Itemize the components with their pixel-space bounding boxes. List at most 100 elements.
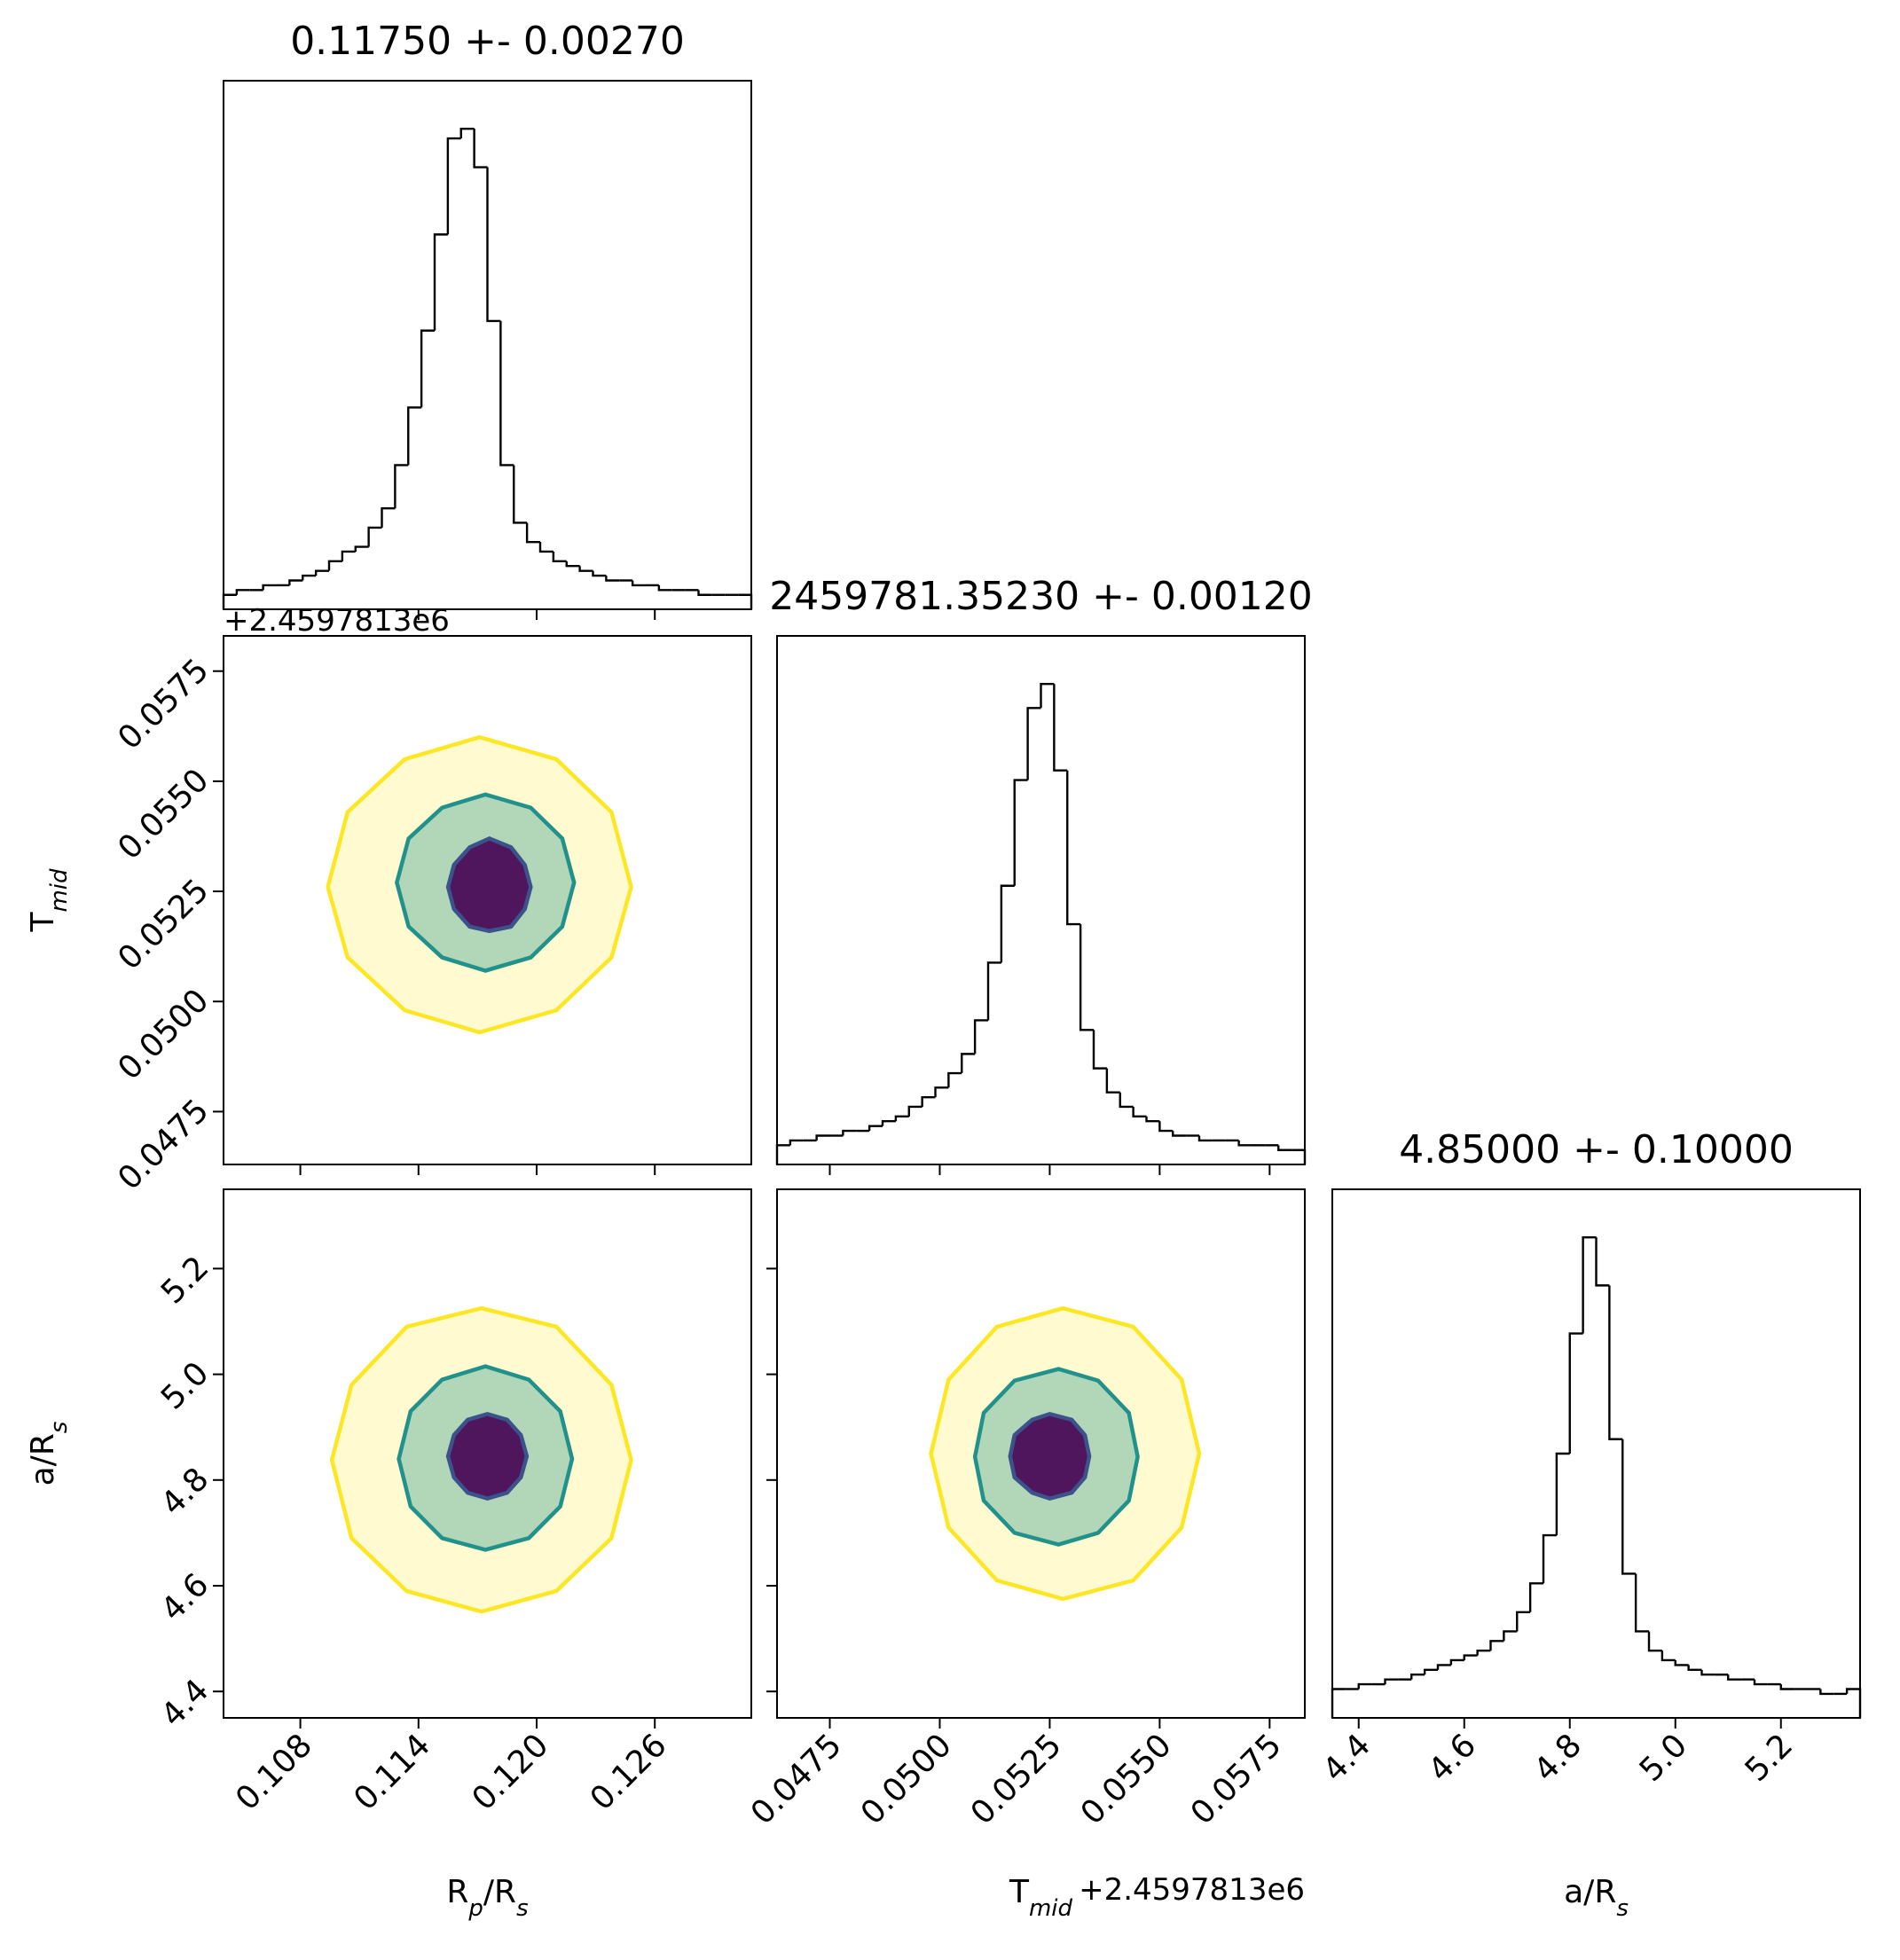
histogram-step (552, 551, 567, 563)
histogram-step (327, 560, 342, 571)
x-axis-label: Rp/Rs (446, 1874, 528, 1922)
panel (1331, 1235, 1862, 1718)
x-tick-label: 0.0550 (1074, 1727, 1179, 1831)
histogram-step (578, 566, 593, 572)
y-tick-label: 5.0 (154, 1355, 216, 1416)
histogram-step (1568, 1332, 1583, 1454)
x-axis-label-part: s (1616, 1895, 1629, 1922)
histogram-step (1277, 1145, 1292, 1151)
histogram-step (420, 329, 435, 408)
histogram-step (1489, 1640, 1504, 1651)
panel-title: 0.11750 +- 0.00270 (290, 19, 685, 64)
histogram-step (1819, 1689, 1834, 1696)
histogram-step (1516, 1611, 1531, 1632)
histogram-step (1026, 707, 1041, 780)
histogram-step (1621, 1439, 1637, 1575)
histogram-step (973, 1019, 988, 1054)
histogram-step (1145, 1116, 1160, 1123)
axes-frame (223, 635, 752, 1165)
histogram-step (1647, 1631, 1662, 1652)
histogram-step (1237, 1140, 1252, 1147)
histogram-step (341, 550, 356, 561)
x-tick-label: 0.120 (466, 1727, 556, 1817)
histogram-step (1040, 682, 1055, 709)
histogram-step (1503, 1630, 1518, 1642)
histogram-step (1753, 1679, 1768, 1686)
histogram-step (1384, 1678, 1399, 1685)
x-tick-label: 4.4 (1316, 1727, 1378, 1788)
x-tick-label: 0.0575 (1184, 1727, 1289, 1831)
histogram-step (525, 522, 540, 544)
panel (775, 682, 1307, 1164)
x-tick-label: 0.126 (584, 1727, 674, 1817)
histogram-step (631, 580, 646, 587)
histogram-step (1674, 1659, 1689, 1666)
contour (1008, 1411, 1092, 1501)
histogram-step (1555, 1452, 1570, 1536)
histogram-step (394, 464, 409, 509)
histogram-step (1661, 1650, 1676, 1662)
panel-title: 4.85000 +- 0.10000 (1399, 1127, 1794, 1172)
histogram-step (235, 589, 250, 595)
histogram-step (868, 1125, 883, 1132)
histogram-step (1079, 924, 1094, 1031)
histogram-step (513, 465, 528, 524)
x-tick-label: 5.0 (1633, 1727, 1694, 1788)
axes-frame (223, 80, 752, 610)
histogram-step (697, 590, 712, 596)
histogram-step (1463, 1654, 1478, 1660)
histogram-step (986, 961, 1001, 1021)
axes-frame (223, 1188, 752, 1719)
x-axis-label: Tmid (1009, 1874, 1073, 1922)
histogram-step (1158, 1121, 1174, 1133)
y-axis-label: Tmid (25, 868, 73, 933)
y-axis-label-part: mid (46, 868, 73, 913)
x-tick-label: 0.0475 (744, 1727, 849, 1831)
y-tick-label: 4.6 (154, 1566, 216, 1627)
histogram-step (947, 1071, 962, 1088)
histogram-step (1357, 1682, 1372, 1690)
panel (222, 127, 753, 609)
panel-title: 2459781.35230 +- 0.00120 (769, 574, 1313, 619)
x-axis-label-part: mid (1029, 1895, 1073, 1922)
x-axis-label-part: T (1009, 1874, 1030, 1910)
x-tick-label: 0.108 (229, 1727, 319, 1817)
histogram-step (738, 593, 753, 609)
y-tick-label: 5.2 (154, 1250, 216, 1311)
histogram-step (605, 576, 620, 582)
histogram-step (894, 1115, 909, 1122)
histogram-step (499, 320, 514, 466)
offset-text: +2.4597813e6 (1079, 1872, 1305, 1908)
histogram-step (1727, 1674, 1742, 1681)
axes-frame (776, 1188, 1306, 1719)
contour (445, 836, 533, 934)
panel (929, 1305, 1202, 1602)
histogram-step (288, 579, 303, 585)
histogram-step (1528, 1582, 1543, 1612)
histogram-step (907, 1105, 923, 1117)
histogram-step (1436, 1664, 1451, 1670)
x-tick-label: 0.114 (347, 1727, 437, 1817)
panel (326, 734, 633, 1035)
y-axis-label-part: T (25, 912, 61, 933)
histogram-step (1410, 1674, 1425, 1680)
histogram-step (592, 570, 607, 577)
histogram-step (1066, 770, 1081, 926)
histogram-step (1700, 1669, 1715, 1676)
x-tick-label: 4.6 (1422, 1727, 1483, 1788)
x-axis-label-part: a/R (1564, 1874, 1616, 1910)
y-tick-label: 0.0475 (111, 1093, 216, 1197)
histogram-step (921, 1095, 936, 1107)
histogram-step (881, 1120, 896, 1126)
histogram-step (1634, 1573, 1649, 1633)
histogram-step (657, 584, 672, 592)
histogram-step (1013, 779, 1028, 886)
histogram-step (1105, 1068, 1120, 1094)
y-tick-label: 0.0500 (111, 983, 216, 1087)
histogram-step (1132, 1106, 1147, 1118)
x-axis-label-part: R (446, 1874, 468, 1910)
histogram-step (1172, 1131, 1187, 1137)
y-axis-label: a/Rs (25, 1422, 73, 1486)
histogram-step (775, 1144, 790, 1164)
